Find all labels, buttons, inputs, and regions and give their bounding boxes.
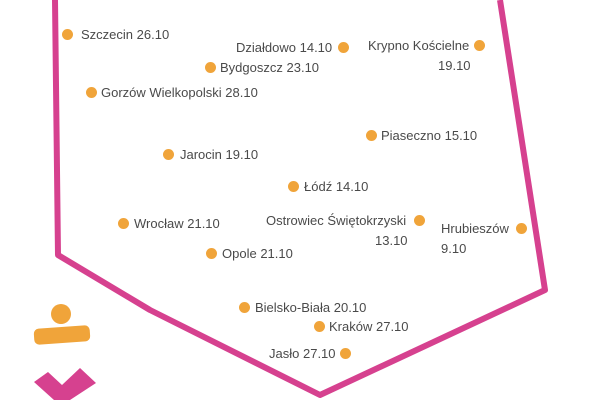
city-name: Kraków — [329, 319, 373, 334]
city-marker-dot — [340, 348, 351, 359]
city-name: Wrocław — [134, 216, 184, 231]
city-name: Krypno Kościelne — [368, 38, 470, 53]
city-marker-dot — [366, 130, 377, 141]
city-name: Łódź — [304, 179, 333, 194]
city-label: Piaseczno 15.10 — [381, 127, 477, 144]
city-label: Bydgoszcz 23.10 — [220, 59, 319, 76]
city-name: Jasło — [269, 346, 300, 361]
city-label: Działdowo 14.10 — [236, 39, 332, 56]
city-date: 27.10 — [302, 346, 336, 361]
city-name: Szczecin — [81, 27, 134, 42]
city-label: Kraków 27.10 — [329, 318, 409, 335]
city-date: 21.10 — [260, 246, 293, 261]
city-name: Bielsko-Biała — [255, 300, 331, 315]
city-label: Hrubieszów 9.10 — [441, 220, 509, 257]
city-marker-dot — [62, 29, 73, 40]
city-date: 14.10 — [335, 179, 369, 194]
city-marker-dot — [86, 87, 97, 98]
city-label: Łódź 14.10 — [304, 178, 368, 195]
city-marker-dot — [205, 62, 216, 73]
city-marker-dot — [288, 181, 299, 192]
city-name: Opole — [222, 246, 257, 261]
city-date: 21.10 — [187, 216, 220, 231]
city-marker-dot — [414, 215, 425, 226]
city-label: Ostrowiec Świętokrzyski 13.10 — [266, 212, 408, 249]
city-label: Bielsko-Biała 20.10 — [255, 299, 366, 316]
city-marker-dot — [314, 321, 325, 332]
city-marker-dot — [516, 223, 527, 234]
city-label: Krypno Kościelne 19.10 — [368, 37, 471, 74]
country-border-outline — [52, 0, 548, 398]
city-marker-dot — [163, 149, 174, 160]
city-label: Wrocław 21.10 — [134, 215, 220, 232]
city-date: 23.10 — [286, 60, 320, 75]
city-marker-dot — [338, 42, 349, 53]
city-marker-dot — [239, 302, 250, 313]
city-date: 19.10 — [438, 58, 471, 73]
city-name: Piaseczno — [381, 128, 441, 143]
city-name: Hrubieszów — [441, 221, 509, 236]
city-marker-dot — [118, 218, 129, 229]
logo-pink-chevron — [34, 368, 96, 400]
logo-orange-bar — [33, 325, 91, 345]
city-date: 27.10 — [375, 319, 409, 334]
city-date: 19.10 — [225, 147, 259, 162]
city-date: 14.10 — [299, 40, 333, 55]
city-name: Ostrowiec Świętokrzyski — [266, 213, 407, 228]
city-name: Gorzów Wielkopolski — [101, 85, 222, 100]
city-label: Jasło 27.10 — [269, 345, 336, 362]
city-date: 28.10 — [225, 85, 258, 100]
city-label: Jarocin 19.10 — [180, 146, 258, 163]
city-date: 15.10 — [444, 128, 478, 143]
city-date: 13.10 — [375, 233, 408, 248]
city-name: Jarocin — [180, 147, 222, 162]
city-name: Działdowo — [236, 40, 296, 55]
city-date: 20.10 — [333, 300, 367, 315]
city-date: 9.10 — [441, 241, 467, 256]
logo-orange-dot — [51, 304, 71, 324]
city-date: 26.10 — [136, 27, 170, 42]
city-marker-dot — [474, 40, 485, 51]
city-marker-dot — [206, 248, 217, 259]
city-name: Bydgoszcz — [220, 60, 283, 75]
city-label: Gorzów Wielkopolski 28.10 — [101, 84, 258, 101]
city-label: Szczecin 26.10 — [81, 26, 169, 43]
city-label: Opole 21.10 — [222, 245, 293, 262]
